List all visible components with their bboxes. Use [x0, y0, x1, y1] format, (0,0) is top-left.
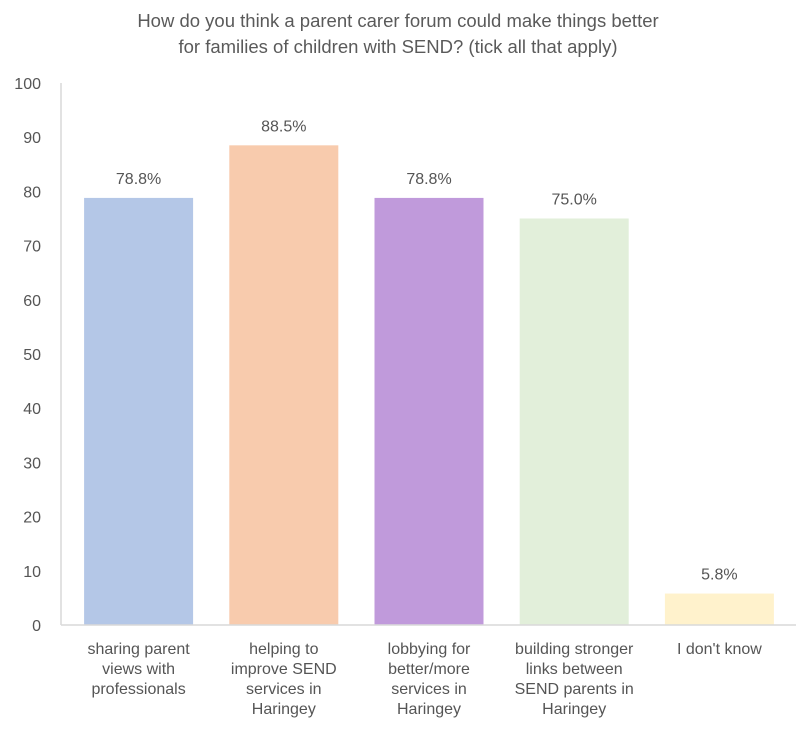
y-tick-label: 60 — [23, 293, 41, 310]
x-category-label-line: professionals — [91, 681, 185, 698]
bar — [664, 593, 774, 625]
x-category-label-line: SEND parents in — [515, 681, 634, 698]
x-category-label: building stronger links between SEND paren… — [515, 641, 634, 718]
y-tick-label: 100 — [14, 76, 41, 93]
data-label: 78.8% — [406, 171, 451, 188]
x-category-label-line: better/more — [388, 661, 470, 678]
x-axis: sharing parent views with professionals hel… — [61, 624, 796, 718]
y-tick-label: 20 — [23, 510, 41, 527]
x-category-label-line: lobbying for — [388, 641, 471, 658]
y-tick-label: 30 — [23, 455, 41, 472]
bar — [229, 145, 339, 625]
data-label: 78.8% — [116, 171, 161, 188]
x-category-label: sharing parent views with professionals — [87, 641, 190, 698]
x-category-label-line: improve SEND — [231, 661, 337, 678]
y-tick-label: 70 — [23, 239, 41, 256]
x-category-label-line: Haringey — [397, 701, 461, 718]
y-tick-label: 50 — [23, 347, 41, 364]
x-category-label-line: links between — [526, 661, 623, 678]
y-axis: 0 10 20 30 40 50 60 70 80 90 100 — [14, 76, 62, 635]
x-category-label-line: building stronger — [515, 641, 634, 658]
y-tick-label: 80 — [23, 184, 41, 201]
chart-title: How do you think a parent carer forum co… — [0, 8, 796, 60]
bars — [84, 145, 774, 626]
y-tick-label: 90 — [23, 130, 41, 147]
x-category-label-line: Haringey — [542, 701, 606, 718]
x-category-label-line: I don't know — [677, 641, 762, 658]
bar — [374, 197, 484, 626]
bar — [519, 218, 629, 625]
chart-title-line-2: for families of children with SEND? (tic… — [178, 36, 618, 57]
x-category-label-line: Haringey — [252, 701, 316, 718]
y-tick-label: 40 — [23, 401, 41, 418]
data-label: 88.5% — [261, 118, 306, 135]
x-category-label-line: sharing parent — [87, 641, 190, 658]
data-labels: 78.8% 88.5% 78.8% 75.0% 5.8% — [116, 118, 738, 583]
y-tick-label: 10 — [23, 564, 41, 581]
x-category-label-line: views with — [102, 661, 175, 678]
chart-title-line-1: How do you think a parent carer forum co… — [137, 10, 659, 31]
y-tick-label: 0 — [32, 618, 41, 635]
x-category-label-line: services in — [246, 681, 322, 698]
x-category-label-line: helping to — [249, 641, 318, 658]
x-category-label-line: services in — [391, 681, 467, 698]
x-category-label: helping to improve SEND services in Haringe… — [231, 641, 337, 718]
bar — [84, 197, 194, 626]
data-label: 5.8% — [701, 567, 737, 584]
x-category-label: I don't know — [677, 641, 762, 658]
x-category-label: lobbying for better/more services in Haring… — [388, 641, 471, 718]
data-label: 75.0% — [552, 192, 597, 209]
